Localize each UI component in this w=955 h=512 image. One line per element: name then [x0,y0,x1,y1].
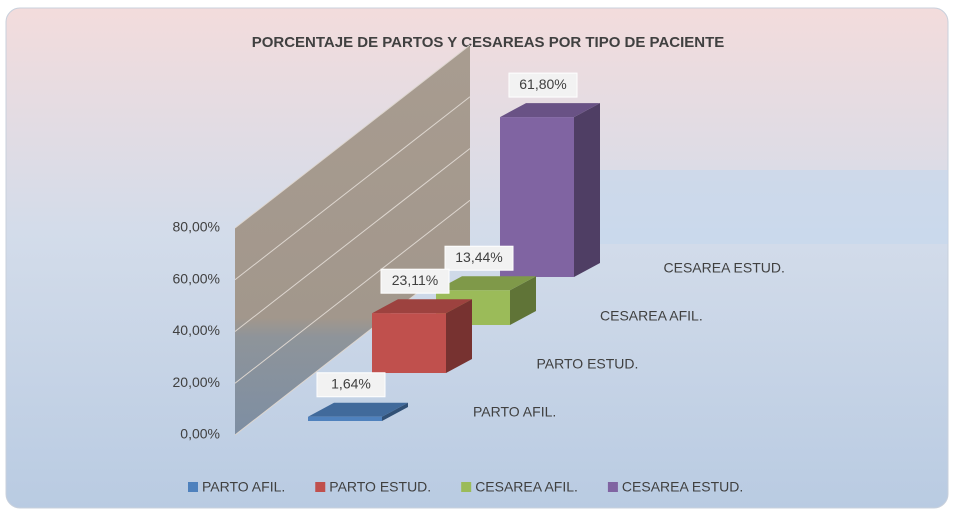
value-label-box [316,372,386,398]
grid-line [234,44,471,229]
legend-label: CESAREA AFIL. [475,479,578,495]
value-label: 23,11% [392,272,438,288]
value-label: 61,80% [519,76,566,92]
category-label: CESAREA AFIL. [600,308,703,324]
y-tick-label: 80,00% [173,219,220,235]
bar [372,313,446,373]
bar-side [446,299,472,373]
bar-top [436,276,536,291]
value-label-box [508,72,578,98]
bar-side [382,402,408,421]
legend-label: CESAREA ESTUD. [622,479,743,495]
legend-swatch [315,482,326,492]
legend-swatch [607,482,618,492]
bar-top [372,299,472,314]
category-label: CESAREA ESTUD. [664,260,785,276]
bar-top [500,103,600,118]
category-label: PARTO AFIL. [473,404,556,420]
bar-side [510,276,536,325]
highlight-band [560,170,948,244]
value-label-box [380,268,450,294]
bar-top [308,402,408,417]
y-tick-label: 20,00% [173,374,220,390]
value-label-box [444,245,514,271]
y-tick-label: 0,00% [180,426,220,442]
bar-side [574,103,600,277]
legend-label: PARTO ESTUD. [329,479,431,495]
legend-swatch [461,482,472,492]
bar [308,416,382,421]
legend-label: PARTO AFIL. [202,479,285,495]
grid-line [234,148,471,332]
value-label: 1,64% [331,375,371,391]
grid-line [234,199,471,384]
grid-line [234,96,471,281]
legend-swatch [188,482,198,492]
y-tick-label: 60,00% [173,270,220,286]
y-tick-label: 40,00% [173,322,220,338]
category-label: PARTO ESTUD. [537,356,639,372]
value-label: 13,44% [455,249,502,265]
chart-title: PORCENTAJE DE PARTOS Y CESAREAS POR TIPO… [252,34,725,51]
